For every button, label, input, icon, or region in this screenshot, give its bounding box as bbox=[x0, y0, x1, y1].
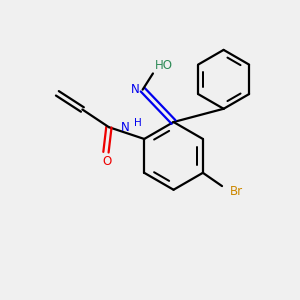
Text: N: N bbox=[121, 121, 130, 134]
Text: HO: HO bbox=[154, 59, 172, 72]
Text: H: H bbox=[134, 118, 142, 128]
Text: O: O bbox=[102, 155, 111, 168]
Text: Br: Br bbox=[230, 185, 242, 198]
Text: N: N bbox=[131, 83, 140, 96]
